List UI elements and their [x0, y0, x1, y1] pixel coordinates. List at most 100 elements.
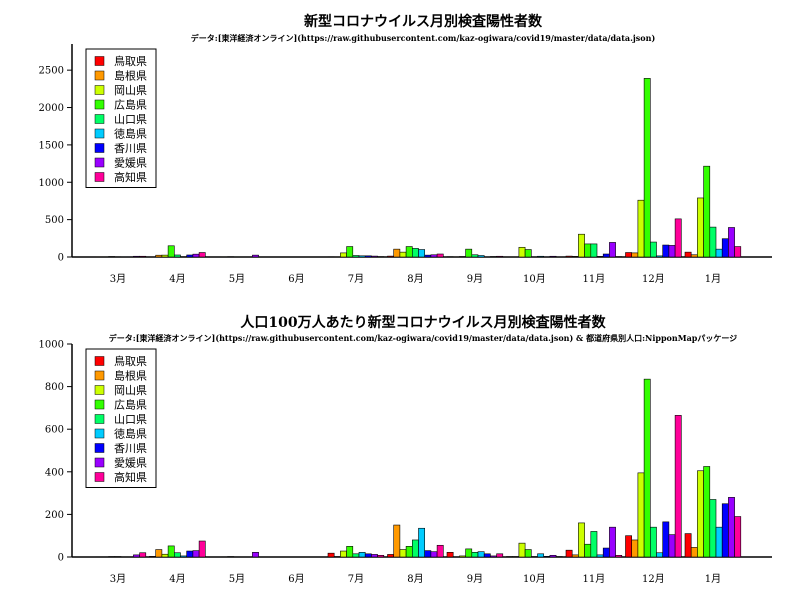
- legend-label: 徳島県: [114, 127, 147, 141]
- bar-愛媛県-3月: [133, 555, 139, 557]
- bar-鳥取県-1月: [685, 252, 691, 257]
- y-tick-label: 2500: [39, 66, 64, 77]
- bar-岡山県-10月: [519, 543, 525, 557]
- y-tick-label: 1000: [39, 340, 64, 351]
- x-tick-label: 4月: [169, 573, 185, 585]
- bar-愛媛県-10月: [550, 555, 556, 557]
- legend-label: 島根県: [114, 69, 147, 83]
- x-tick-label: 7月: [348, 573, 364, 585]
- bar-山口県-9月: [472, 552, 478, 557]
- legend-label: 高知県: [114, 470, 147, 484]
- bar-香川県-4月: [187, 255, 193, 257]
- bar-高知県-4月: [199, 541, 205, 557]
- bar-広島県-8月: [406, 247, 412, 257]
- legend-swatch: [95, 129, 104, 138]
- bar-香川県-1月: [722, 504, 728, 557]
- x-tick-label: 7月: [348, 273, 364, 285]
- x-tick-label: 9月: [467, 273, 483, 285]
- bar-高知県-12月: [675, 415, 681, 557]
- legend-swatch: [95, 429, 104, 438]
- bar-高知県-7月: [378, 555, 384, 557]
- bar-島根県-8月: [394, 525, 400, 557]
- bar-島根県-4月: [156, 255, 162, 257]
- bar-島根県-12月: [632, 253, 638, 257]
- chart-2: 人口100万人あたり新型コロナウイルス月別検査陽性者数 データ:[東洋経済オンラ…: [39, 314, 772, 585]
- bar-山口県-12月: [650, 242, 656, 257]
- chart-1-subtitle: データ:[東洋経済オンライン](https://raw.githubuserco…: [191, 33, 656, 43]
- legend-label: 香川県: [114, 142, 147, 155]
- bar-山口県-11月: [591, 531, 597, 557]
- legend-swatch: [95, 115, 104, 124]
- bar-岡山県-8月: [400, 252, 406, 257]
- bar-鳥取県-9月: [447, 552, 453, 557]
- bar-岡山県-11月: [578, 234, 584, 257]
- bar-岡山県-1月: [697, 471, 703, 557]
- bar-岡山県-12月: [638, 473, 644, 557]
- bar-高知県-11月: [616, 555, 622, 557]
- bar-岡山県-7月: [340, 253, 346, 257]
- legend-swatch: [95, 386, 104, 395]
- bar-高知県-3月: [140, 553, 146, 557]
- bar-山口県-7月: [353, 256, 359, 257]
- bar-徳島県-9月: [478, 552, 484, 557]
- x-tick-label: 11月: [583, 273, 606, 285]
- bar-香川県-7月: [365, 256, 371, 257]
- bar-鳥取県-12月: [626, 536, 632, 557]
- legend-label: 香川県: [114, 442, 147, 455]
- bar-徳島県-7月: [359, 256, 365, 257]
- bar-香川県-4月: [187, 551, 193, 557]
- bar-愛媛県-11月: [609, 242, 615, 257]
- bar-岡山県-10月: [519, 247, 525, 257]
- bar-香川県-9月: [484, 554, 490, 557]
- bar-愛媛県-8月: [431, 552, 437, 557]
- bar-香川県-1月: [722, 239, 728, 257]
- bar-山口県-9月: [472, 255, 478, 257]
- legend-swatch: [95, 473, 104, 482]
- x-tick-label: 11月: [583, 573, 606, 585]
- bar-島根県-1月: [691, 547, 697, 557]
- bar-徳島県-11月: [597, 256, 603, 257]
- legend-swatch: [95, 86, 104, 95]
- bar-鳥取県-11月: [566, 256, 572, 257]
- bar-広島県-7月: [347, 546, 353, 557]
- bar-広島県-9月: [466, 549, 472, 557]
- legend-label: 山口県: [114, 113, 147, 126]
- legend-label: 岡山県: [114, 384, 147, 397]
- bar-愛媛県-1月: [728, 497, 734, 557]
- x-tick-label: 9月: [467, 573, 483, 585]
- legend-label: 鳥取県: [114, 354, 147, 368]
- bar-愛媛県-12月: [669, 535, 675, 557]
- bar-愛媛県-3月: [133, 256, 139, 257]
- bar-愛媛県-12月: [669, 245, 675, 257]
- x-tick-label: 10月: [523, 273, 546, 285]
- bar-広島県-1月: [704, 466, 710, 557]
- legend-label: 徳島県: [114, 427, 147, 441]
- legend-label: 愛媛県: [114, 156, 147, 170]
- bar-広島県-4月: [168, 546, 174, 557]
- bar-島根県-12月: [632, 540, 638, 557]
- bar-愛媛県-4月: [193, 551, 199, 557]
- legend-swatch: [95, 71, 104, 80]
- y-tick-label: 0: [58, 553, 64, 564]
- legend-swatch: [95, 444, 104, 453]
- bar-広島県-11月: [585, 244, 591, 257]
- y-tick-label: 500: [45, 215, 64, 226]
- legend-swatch: [95, 458, 104, 467]
- bar-鳥取県-12月: [626, 253, 632, 257]
- chart-2-title: 人口100万人あたり新型コロナウイルス月別検査陽性者数: [240, 314, 606, 331]
- chart-2-subtitle: データ:[東洋経済オンライン](https://raw.githubuserco…: [109, 333, 737, 343]
- legend-label: 鳥取県: [114, 54, 147, 68]
- legend-swatch: [95, 144, 104, 153]
- legend-swatch: [95, 400, 104, 409]
- bar-愛媛県-11月: [609, 527, 615, 557]
- bar-山口県-8月: [412, 540, 418, 557]
- legend-swatch: [95, 415, 104, 424]
- bar-山口県-11月: [591, 244, 597, 257]
- x-tick-label: 8月: [407, 573, 423, 585]
- bar-鳥取県-11月: [566, 550, 572, 557]
- y-tick-label: 2000: [39, 103, 64, 114]
- bar-島根県-11月: [572, 555, 578, 557]
